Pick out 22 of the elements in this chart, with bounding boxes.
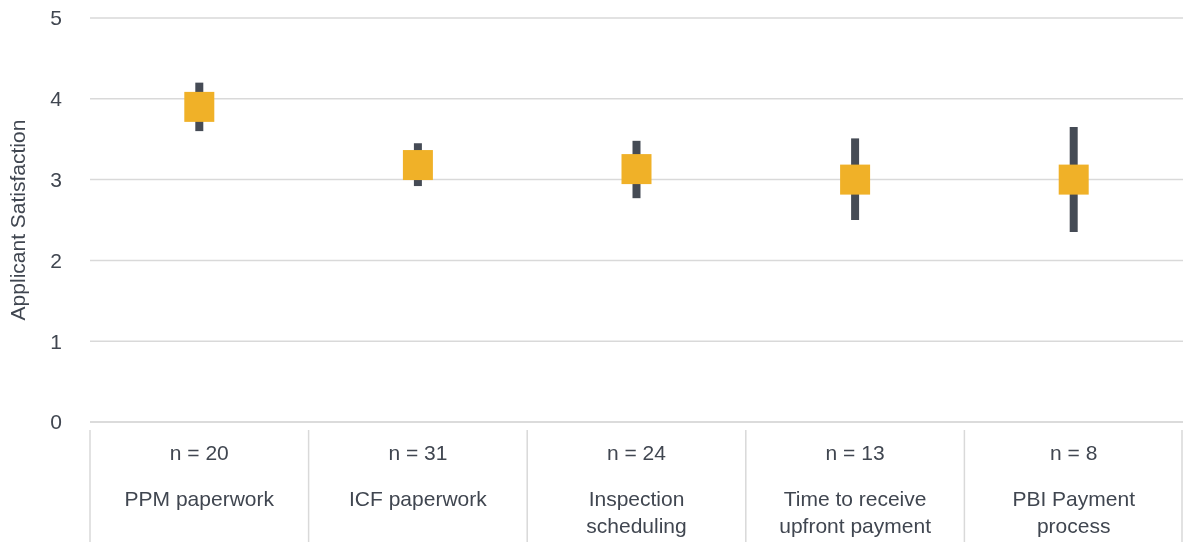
y-tick-label: 0 [50, 410, 62, 434]
x-tick-label: ICF paperwork [349, 487, 488, 510]
x-tick-label: Time to receive upfront payment [779, 487, 932, 537]
x-tick-label: PPM paperwork [124, 487, 275, 510]
point [840, 164, 871, 195]
text: n = 13 [825, 441, 885, 464]
point [184, 91, 215, 122]
point [621, 154, 652, 185]
text: n = 8 [1050, 441, 1098, 464]
text: n = 20 [169, 441, 229, 464]
point [402, 150, 433, 181]
text: n = 24 [607, 441, 667, 464]
point [1058, 164, 1089, 195]
y-tick-label: 5 [50, 6, 62, 30]
y-axis-title: Applicant Satisfaction [6, 119, 30, 321]
y-tick-label: 3 [50, 168, 62, 192]
y-tick-label: 2 [50, 248, 62, 272]
y-tick-label: 1 [50, 329, 62, 353]
x-tick-label: Inspection scheduling [586, 487, 687, 537]
y-tick-label: 4 [50, 87, 63, 111]
text: n = 31 [388, 441, 448, 464]
x-tick-label: PBI Payment process [1012, 487, 1136, 537]
